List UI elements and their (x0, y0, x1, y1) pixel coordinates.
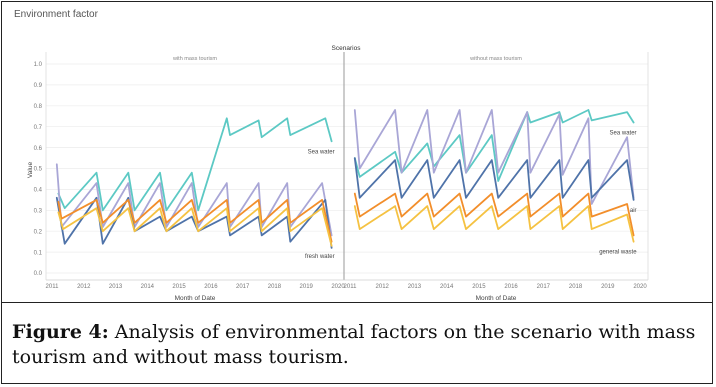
x-tick-label: 2014 (141, 284, 155, 290)
y-axis-label: Value (27, 162, 34, 179)
series-line (353, 157, 635, 201)
panel-subtitle: with mass tourism (172, 56, 217, 62)
series-line (353, 192, 635, 237)
series-line (55, 163, 333, 237)
x-axis-label: Month of Date (175, 295, 216, 300)
x-tick-label: 2015 (172, 284, 186, 290)
x-tick-label: 2016 (204, 284, 218, 290)
y-tick-label: 0.3 (34, 209, 43, 215)
x-tick-label: 2011 (344, 284, 358, 290)
x-tick-label: 2013 (109, 284, 123, 290)
series-label: fresh water (305, 254, 335, 260)
x-tick-label: 2012 (376, 284, 390, 290)
series-line (57, 198, 333, 243)
y-tick-label: 0.5 (34, 167, 43, 173)
series-line (57, 117, 333, 212)
y-tick-label: 0.9 (34, 83, 43, 89)
x-tick-label: 2017 (537, 284, 551, 290)
y-tick-label: 0.7 (34, 125, 43, 131)
x-tick-label: 2020 (331, 284, 345, 290)
figure-caption: Figure 4: Analysis of environmental fact… (12, 320, 702, 370)
x-tick-label: 2020 (633, 284, 647, 290)
series-label: general waste (599, 250, 637, 256)
plot-layer: 0.0 0.1 0.2 0.3 0.4 0.5 0.6 0.7 0.8 0.9 1.0 with ma… (34, 52, 649, 300)
x-tick-label: 2018 (569, 284, 583, 290)
series-label: Sea water (610, 131, 637, 137)
series-line (55, 196, 333, 249)
x-tick-label: 2012 (77, 284, 91, 290)
x-tick-label: 2013 (408, 284, 422, 290)
y-tick-label: 0.1 (34, 250, 43, 256)
y-tick-label: 0.4 (34, 188, 43, 194)
caption-text: Analysis of environmental factors on the… (12, 321, 696, 368)
y-tick-label: 0.0 (34, 271, 43, 277)
x-tick-label: 2014 (440, 284, 454, 290)
x-tick-label: 2011 (46, 284, 60, 290)
series-line (353, 205, 635, 243)
caption-divider (1, 302, 713, 303)
y-tick-label: 1.0 (34, 62, 43, 68)
panel-subtitle: without mass tourism (469, 56, 522, 62)
y-tick-label: 0.6 (34, 146, 43, 152)
series-label: air (630, 208, 637, 214)
chart-header: Scenarios (332, 45, 362, 52)
x-tick-label: 2019 (601, 284, 615, 290)
x-tick-label: 2017 (236, 284, 250, 290)
panel-title: Environment factor (14, 9, 98, 20)
series-line (57, 207, 333, 247)
x-axis-label: Month of Date (476, 295, 517, 300)
series-line (353, 109, 635, 205)
x-tick-label: 2019 (300, 284, 314, 290)
y-tick-label: 0.8 (34, 104, 43, 110)
series-label: Sea water (308, 149, 335, 155)
y-tick-label: 0.2 (34, 229, 43, 235)
x-tick-label: 2016 (504, 284, 518, 290)
environment-factor-chart: Scenarios Value 0.0 0.1 0.2 0.3 0.4 0.5 0.6 0.7… (27, 45, 649, 300)
x-tick-label: 2018 (268, 284, 282, 290)
caption-label: Figure 4: (12, 321, 109, 343)
x-tick-label: 2015 (472, 284, 486, 290)
